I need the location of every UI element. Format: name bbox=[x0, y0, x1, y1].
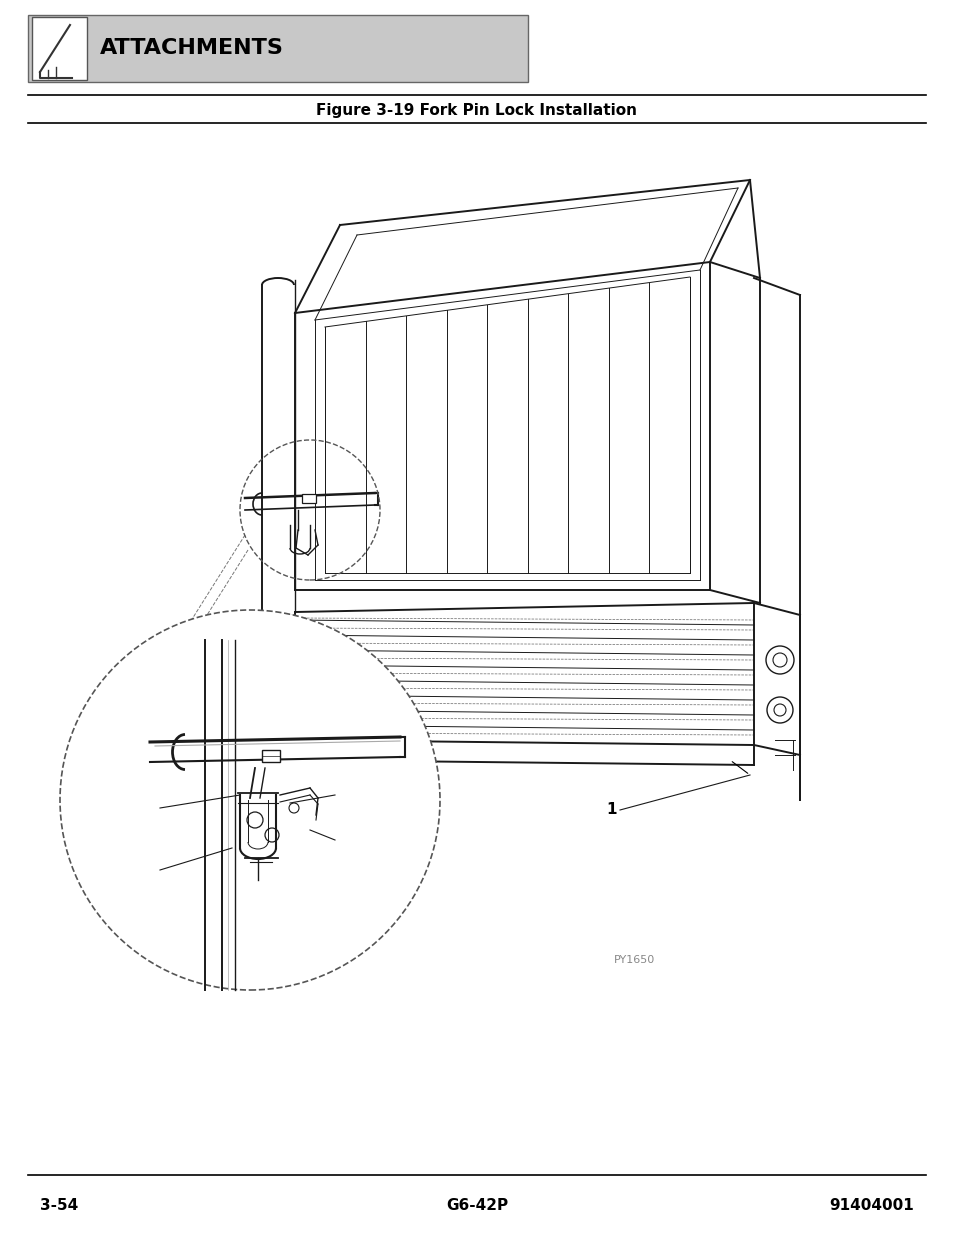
Text: 2: 2 bbox=[144, 800, 154, 815]
Text: 1: 1 bbox=[606, 803, 617, 818]
Bar bbox=[28, 15, 527, 82]
Text: 4: 4 bbox=[339, 788, 351, 803]
Text: 5: 5 bbox=[339, 832, 351, 847]
Text: 91404001: 91404001 bbox=[828, 1198, 913, 1213]
Circle shape bbox=[60, 610, 439, 990]
Bar bbox=[32, 17, 87, 80]
Text: PY1650: PY1650 bbox=[614, 955, 655, 965]
Bar bbox=[262, 750, 280, 762]
Text: ATTACHMENTS: ATTACHMENTS bbox=[100, 38, 284, 58]
Text: G6-42P: G6-42P bbox=[445, 1198, 508, 1213]
Text: 3: 3 bbox=[144, 862, 154, 878]
Text: Figure 3-19 Fork Pin Lock Installation: Figure 3-19 Fork Pin Lock Installation bbox=[316, 103, 637, 117]
Text: 3-54: 3-54 bbox=[40, 1198, 78, 1213]
Bar bbox=[302, 494, 315, 503]
